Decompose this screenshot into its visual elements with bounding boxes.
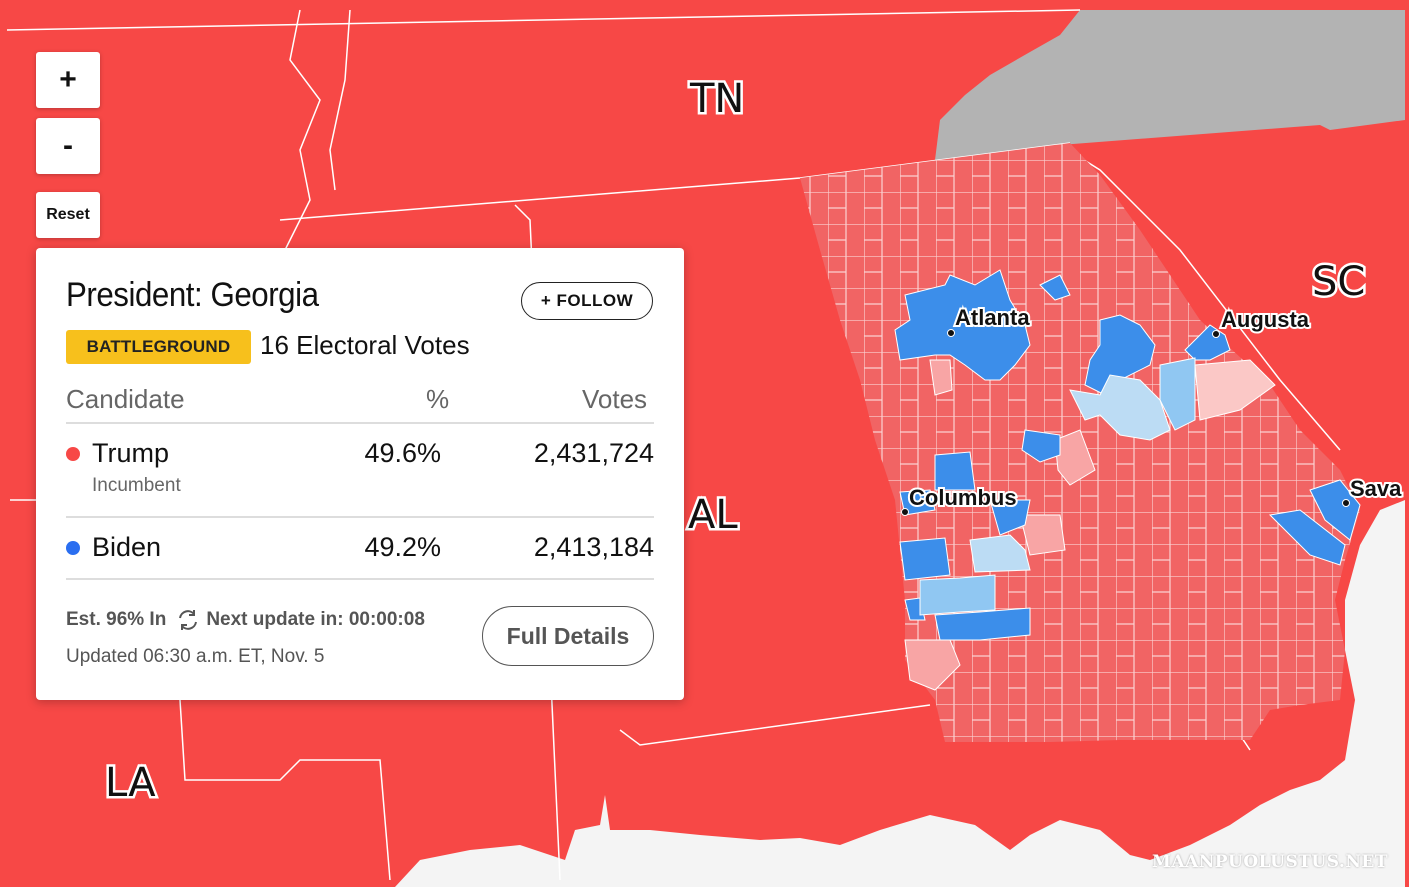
georgia-counties-lighter-red bbox=[1194, 359, 1276, 421]
georgia-counties-light-red bbox=[904, 359, 1096, 691]
header-divider bbox=[66, 422, 654, 424]
candidate-name: Biden bbox=[92, 532, 162, 562]
georgia-counties-dem-lighter bbox=[969, 374, 1171, 573]
estimate-in: Est. 96% In bbox=[66, 609, 167, 630]
city-augusta: Augusta bbox=[1212, 305, 1312, 338]
row-divider bbox=[66, 516, 654, 518]
electoral-votes: 16 Electoral Votes bbox=[260, 330, 470, 360]
battleground-badge: BATTLEGROUND bbox=[66, 330, 251, 364]
city-dot bbox=[901, 508, 909, 516]
reporting-status: Est. 96% In Next update in: 00:00:08 bbox=[66, 608, 425, 632]
city-label-savannah: Sava bbox=[1350, 476, 1402, 501]
candidate-percent: 49.6% bbox=[364, 438, 441, 468]
city-dot bbox=[947, 329, 955, 337]
city-savannah: Sava bbox=[1342, 474, 1404, 507]
zoom-in-button[interactable]: + bbox=[36, 52, 100, 108]
gulf-water bbox=[395, 500, 1405, 887]
header-votes: Votes bbox=[582, 384, 648, 414]
next-update: Next update in: 00:00:08 bbox=[206, 609, 425, 630]
candidate-percent: 49.2% bbox=[364, 532, 441, 562]
zoom-out-button[interactable]: - bbox=[36, 118, 100, 174]
candidate-votes: 2,413,184 bbox=[533, 532, 654, 562]
candidate-name: Trump bbox=[92, 438, 170, 468]
candidate-status: Incumbent bbox=[92, 475, 181, 496]
race-summary-card: President: Georgia + FOLLOW BATTLEGROUND… bbox=[36, 248, 684, 700]
state-label-al: AL bbox=[688, 492, 738, 538]
biden-color-dot bbox=[66, 541, 80, 555]
georgia-counties-dem-light bbox=[919, 357, 1196, 616]
row-divider bbox=[66, 578, 654, 580]
city-label-columbus: Columbus bbox=[909, 485, 1017, 510]
candidate-votes: 2,431,724 bbox=[533, 438, 654, 468]
updated-timestamp: Updated 06:30 a.m. ET, Nov. 5 bbox=[66, 646, 325, 667]
header-candidate: Candidate bbox=[66, 384, 185, 414]
city-label-augusta: Augusta bbox=[1221, 307, 1310, 332]
city-dot bbox=[1212, 330, 1220, 338]
follow-button[interactable]: + FOLLOW bbox=[521, 282, 653, 320]
state-label-tn: TN bbox=[689, 76, 744, 122]
trump-color-dot bbox=[66, 447, 80, 461]
city-columbus: Columbus bbox=[901, 483, 1019, 516]
reset-button[interactable]: Reset bbox=[36, 192, 100, 238]
watermark: MAANPUOLUSTUS.NET bbox=[1152, 852, 1388, 872]
city-dot bbox=[1342, 499, 1350, 507]
state-label-la: LA bbox=[105, 760, 156, 806]
race-title: President: Georgia bbox=[66, 276, 319, 314]
state-nc-gray bbox=[935, 10, 1405, 160]
full-details-button[interactable]: Full Details bbox=[482, 606, 654, 666]
state-label-sc: SC bbox=[1312, 259, 1365, 305]
header-percent: % bbox=[426, 384, 450, 414]
city-atlanta: Atlanta bbox=[947, 303, 1032, 337]
refresh-icon bbox=[179, 610, 198, 630]
city-label-atlanta: Atlanta bbox=[955, 305, 1030, 330]
